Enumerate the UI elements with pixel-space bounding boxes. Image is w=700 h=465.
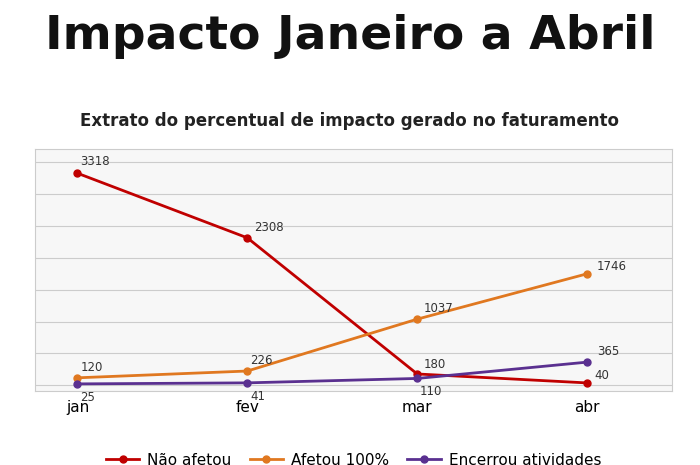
- Text: 180: 180: [424, 359, 447, 372]
- Text: Impacto Janeiro a Abril: Impacto Janeiro a Abril: [45, 14, 655, 59]
- Text: 41: 41: [250, 390, 265, 403]
- Text: 3318: 3318: [80, 155, 110, 168]
- Text: 365: 365: [597, 345, 619, 358]
- Text: 110: 110: [420, 385, 442, 398]
- Text: 40: 40: [594, 369, 609, 382]
- Text: 2308: 2308: [254, 221, 284, 234]
- Text: 1037: 1037: [424, 302, 454, 315]
- Text: Extrato do percentual de impacto gerado no faturamento: Extrato do percentual de impacto gerado …: [80, 112, 620, 130]
- Text: 25: 25: [80, 391, 95, 404]
- Text: 1746: 1746: [597, 259, 626, 272]
- Legend: Não afetou, Afetou 100%, Encerrou atividades: Não afetou, Afetou 100%, Encerrou ativid…: [99, 446, 608, 465]
- Text: 226: 226: [250, 354, 272, 367]
- Text: 120: 120: [80, 361, 103, 374]
